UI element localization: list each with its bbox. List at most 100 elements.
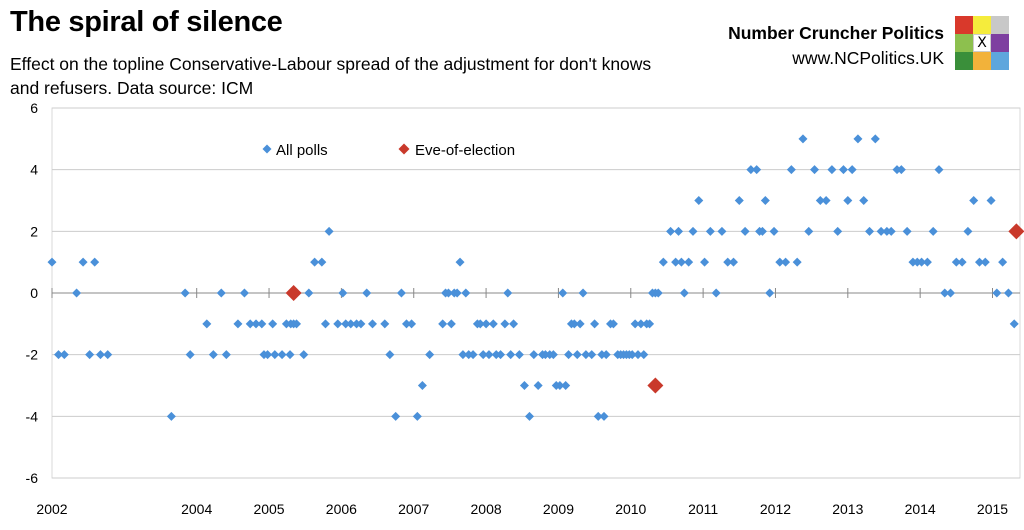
all-polls-point [239,288,249,298]
all-polls-point [627,350,637,360]
brand-name: Number Cruncher Politics [728,23,944,43]
all-polls-point [396,288,406,298]
all-polls-point [1003,288,1013,298]
eve-of-election-point [285,285,302,301]
all-polls-point [666,226,676,236]
all-polls-point [940,288,950,298]
all-polls-point [529,350,539,360]
all-polls-point [475,319,485,329]
all-polls-point [980,257,990,267]
x-tick-label: 2010 [615,501,646,517]
all-polls-point [902,226,912,236]
all-polls-point [769,226,779,236]
all-polls-point [362,288,372,298]
all-polls-point [524,411,534,421]
all-polls-point [268,319,278,329]
all-polls-point [679,288,689,298]
all-polls-point [401,319,411,329]
legend-marker-all-polls [262,144,272,154]
all-polls-point [1009,319,1019,329]
all-polls-point [208,350,218,360]
all-polls-point [443,288,453,298]
all-polls-point [496,350,506,360]
x-tick-label: 2009 [543,501,574,517]
all-polls-point [78,257,88,267]
all-polls-point [587,350,597,360]
all-polls-point [555,381,565,390]
all-polls-point [425,350,435,360]
all-polls-point [569,319,579,329]
chart-title: The spiral of silence [10,6,283,38]
all-polls-point [674,226,684,236]
all-polls-point [380,319,390,329]
all-polls-point [407,319,417,329]
all-polls-point [700,257,710,267]
logo-cell [991,16,1009,34]
all-polls-point [928,226,938,236]
all-polls-point [645,319,655,329]
all-polls-point [509,319,519,329]
all-polls-point [166,411,176,421]
all-polls-point [740,226,750,236]
all-polls-point [636,319,646,329]
logo-cell [973,52,991,70]
legend-label-all-polls: All polls [276,142,328,159]
x-tick-label: 2002 [36,501,67,517]
all-polls-point [998,257,1008,267]
all-polls-point [558,288,568,298]
logo-cell [955,52,973,70]
all-polls-point [705,226,715,236]
all-polls-point [72,288,82,298]
y-tick-label: -6 [26,470,39,486]
all-polls-point [717,226,727,236]
all-polls-point [859,196,869,205]
all-polls-point [917,257,927,267]
all-polls-point [572,350,582,360]
all-polls-point [951,257,961,267]
y-tick-label: -2 [26,347,39,363]
all-polls-point [458,350,468,360]
all-polls-point [478,350,488,360]
all-polls-point [514,350,524,360]
y-tick-label: 2 [30,223,38,239]
all-polls-point [843,196,853,205]
logo-cell-mark: X [973,34,991,52]
all-polls-point [346,319,356,329]
logo-cell [991,52,1009,70]
all-polls-point [658,257,668,267]
all-polls-point [870,134,880,144]
all-polls-point [503,288,513,298]
all-polls-point [216,288,226,298]
all-polls-point [320,319,330,329]
all-polls-point [886,226,896,236]
all-polls-point [263,350,273,360]
all-polls-point [455,257,465,267]
all-polls-point [461,288,471,298]
all-polls-point [815,196,825,205]
legend-label-eve-of-election: Eve-of-election [415,142,515,159]
all-polls-point [896,165,906,175]
all-polls-point [957,257,967,267]
all-polls-point [47,257,57,267]
all-polls-point [865,226,875,236]
logo-cell [955,34,973,52]
all-polls-point [185,350,195,360]
all-polls-point [608,319,618,329]
all-polls-point [876,226,886,236]
x-tick-label: 2013 [832,501,863,517]
y-tick-label: -4 [26,408,39,424]
all-polls-point [103,350,113,360]
x-tick-label: 2011 [688,501,718,517]
all-polls-point [810,165,820,175]
all-polls-point [757,226,767,236]
all-polls-point [417,381,427,390]
all-polls-point [391,411,401,421]
all-polls-point [500,319,510,329]
logo-cell [955,16,973,34]
all-polls-point [90,257,100,267]
all-polls-point [969,196,979,205]
all-polls-point [833,226,843,236]
all-polls-point [564,350,574,360]
chart-subtitle: Effect on the topline Conservative-Labou… [10,54,652,98]
all-polls-point [838,165,848,175]
